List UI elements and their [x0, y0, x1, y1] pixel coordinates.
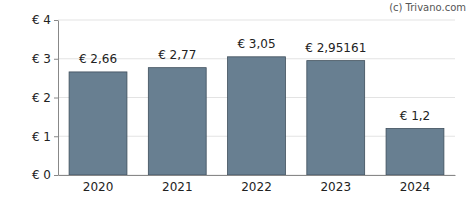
y-tick-label: € 1: [32, 130, 51, 144]
y-tick-label: € 2: [32, 91, 51, 105]
y-tick-label: € 4: [32, 13, 51, 27]
x-tick: 2022: [241, 175, 272, 194]
y-tick-label: € 0: [32, 168, 51, 182]
annotation: (c) Trivano.com: [389, 2, 466, 13]
y-tick: € 1: [32, 130, 58, 144]
x-tick-label: 2024: [400, 180, 431, 194]
chart-svg: € 0 € 1 € 2 € 3 € 4 2020 2021 2022 2023 2024 € 2,6…: [0, 0, 470, 200]
bar: [386, 129, 444, 176]
bar: [69, 72, 127, 175]
data-label: € 2,66: [79, 52, 117, 66]
bar: [148, 68, 206, 175]
x-axis: 2020 2021 2022 2023 2024: [59, 175, 456, 194]
bars: [69, 57, 444, 175]
y-axis-line: [58, 21, 59, 176]
y-tick-mark: [54, 98, 58, 99]
grid: [58, 20, 455, 175]
x-tick-label: 2022: [241, 180, 272, 194]
chart-container: € 0 € 1 € 2 € 3 € 4 2020 2021 2022 2023 2024 € 2,6…: [0, 0, 470, 200]
grid-line: [58, 20, 455, 21]
x-tick: 2021: [162, 175, 193, 194]
data-label: € 3,05: [237, 37, 275, 51]
y-tick: € 3: [32, 52, 58, 66]
bar: [307, 61, 365, 175]
y-axis: € 0 € 1 € 2 € 3 € 4: [32, 13, 59, 182]
y-tick: € 2: [32, 91, 58, 105]
y-tick-label: € 3: [32, 52, 51, 66]
x-tick-label: 2023: [320, 180, 351, 194]
data-label: € 1,2: [400, 109, 431, 123]
y-tick-mark: [54, 59, 58, 60]
x-axis-line: [59, 175, 456, 176]
x-tick: 2024: [400, 175, 431, 194]
x-tick-label: 2020: [83, 180, 114, 194]
data-label: € 2,95161: [305, 41, 366, 55]
y-tick-mark: [54, 20, 58, 21]
plot: € 0 € 1 € 2 € 3 € 4 2020 2021 2022 2023 2024 € 2,6…: [32, 13, 456, 193]
x-tick-label: 2021: [162, 180, 193, 194]
data-labels: € 2,66 € 2,77 € 3,05 € 2,95161 € 1,2: [79, 37, 430, 123]
y-tick-mark: [54, 136, 58, 137]
x-tick: 2023: [320, 175, 351, 194]
bar: [228, 57, 286, 175]
x-tick: 2020: [83, 175, 114, 194]
data-label: € 2,77: [158, 48, 196, 62]
y-tick: € 0: [32, 168, 58, 182]
y-tick-mark: [54, 175, 58, 176]
y-tick: € 4: [32, 13, 58, 27]
